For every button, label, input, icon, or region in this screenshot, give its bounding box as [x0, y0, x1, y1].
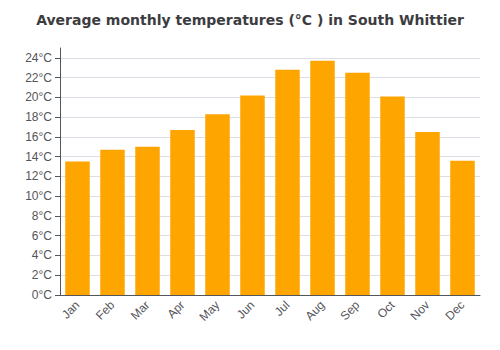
svg-text:May: May [197, 298, 223, 324]
svg-text:Apr: Apr [164, 298, 187, 321]
svg-text:16°C: 16°C [25, 130, 52, 144]
svg-text:Jan: Jan [59, 298, 83, 322]
svg-text:20°C: 20°C [25, 90, 52, 104]
svg-text:22°C: 22°C [25, 71, 52, 85]
svg-text:12°C: 12°C [25, 169, 52, 183]
svg-text:10°C: 10°C [25, 189, 52, 203]
svg-text:8°C: 8°C [32, 209, 52, 223]
svg-text:Sep: Sep [337, 298, 362, 323]
svg-text:4°C: 4°C [32, 248, 52, 262]
svg-text:Average monthly temperatures (: Average monthly temperatures (°C ) in So… [36, 12, 464, 28]
svg-text:0°C: 0°C [32, 288, 52, 302]
svg-text:Mar: Mar [128, 298, 153, 322]
svg-text:Aug: Aug [302, 298, 327, 323]
svg-text:Jun: Jun [234, 298, 258, 322]
svg-text:24°C: 24°C [25, 51, 52, 65]
svg-text:2°C: 2°C [32, 268, 52, 282]
svg-text:Feb: Feb [93, 298, 118, 323]
svg-text:6°C: 6°C [32, 229, 52, 243]
svg-text:Jul: Jul [272, 298, 293, 319]
svg-text:Nov: Nov [407, 298, 432, 323]
svg-text:Dec: Dec [442, 298, 467, 323]
svg-text:Oct: Oct [374, 298, 398, 322]
svg-text:14°C: 14°C [25, 150, 52, 164]
svg-text:18°C: 18°C [25, 110, 52, 124]
